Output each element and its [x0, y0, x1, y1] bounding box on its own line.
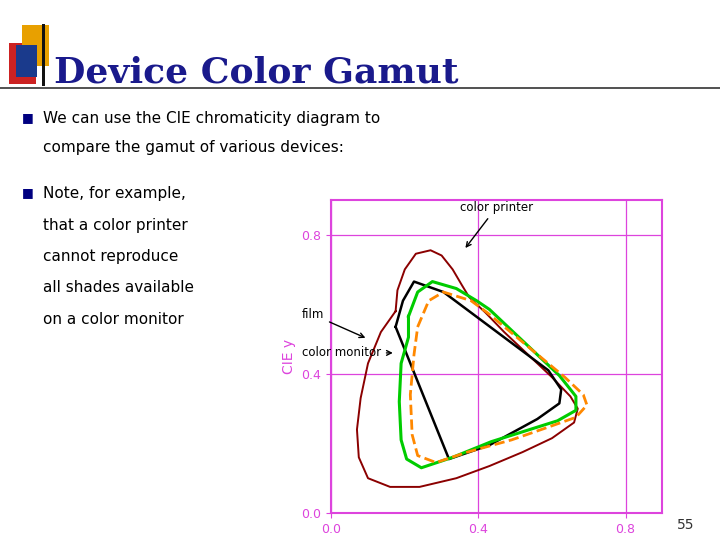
Text: that a color printer: that a color printer: [43, 218, 188, 233]
Text: on a color monitor: on a color monitor: [43, 312, 184, 327]
Text: compare the gamut of various devices:: compare the gamut of various devices:: [43, 140, 344, 156]
Text: color monitor: color monitor: [302, 347, 391, 360]
Text: Note, for example,: Note, for example,: [43, 186, 186, 201]
Text: Device Color Gamut: Device Color Gamut: [54, 55, 459, 89]
Text: ■: ■: [22, 186, 33, 199]
Text: film: film: [302, 308, 364, 338]
Text: ■: ■: [22, 111, 33, 124]
Text: all shades available: all shades available: [43, 280, 194, 295]
Text: We can use the CIE chromaticity diagram to: We can use the CIE chromaticity diagram …: [43, 111, 380, 126]
Text: 55: 55: [678, 518, 695, 532]
Text: color printer: color printer: [460, 201, 533, 247]
Text: cannot reproduce: cannot reproduce: [43, 249, 179, 264]
Y-axis label: CIE y: CIE y: [282, 339, 296, 374]
